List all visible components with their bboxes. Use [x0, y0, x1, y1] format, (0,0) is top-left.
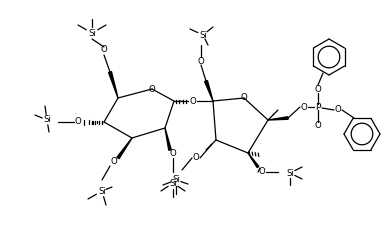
Text: O: O	[193, 154, 200, 162]
Text: O: O	[335, 105, 342, 115]
Polygon shape	[248, 153, 259, 168]
Polygon shape	[268, 117, 288, 120]
Text: Si: Si	[88, 29, 96, 37]
Polygon shape	[109, 72, 118, 98]
Text: O: O	[75, 118, 81, 126]
Text: O: O	[301, 102, 307, 112]
Text: O: O	[170, 150, 176, 158]
Polygon shape	[165, 128, 171, 150]
Text: P: P	[315, 102, 321, 112]
Text: Si: Si	[43, 116, 51, 124]
Text: Si: Si	[98, 186, 106, 195]
Text: O: O	[241, 93, 247, 101]
Text: O: O	[198, 57, 204, 65]
Text: Si: Si	[169, 179, 177, 187]
Text: Si: Si	[286, 168, 294, 178]
Text: O: O	[101, 45, 107, 55]
Text: O: O	[315, 122, 321, 130]
Text: Si: Si	[199, 31, 207, 39]
Text: O: O	[259, 167, 265, 177]
Text: Si: Si	[172, 176, 180, 185]
Polygon shape	[117, 138, 132, 159]
Text: O: O	[149, 85, 155, 93]
Text: O: O	[189, 96, 196, 105]
Text: O: O	[315, 85, 321, 93]
Polygon shape	[205, 81, 213, 101]
Text: O: O	[110, 157, 117, 166]
